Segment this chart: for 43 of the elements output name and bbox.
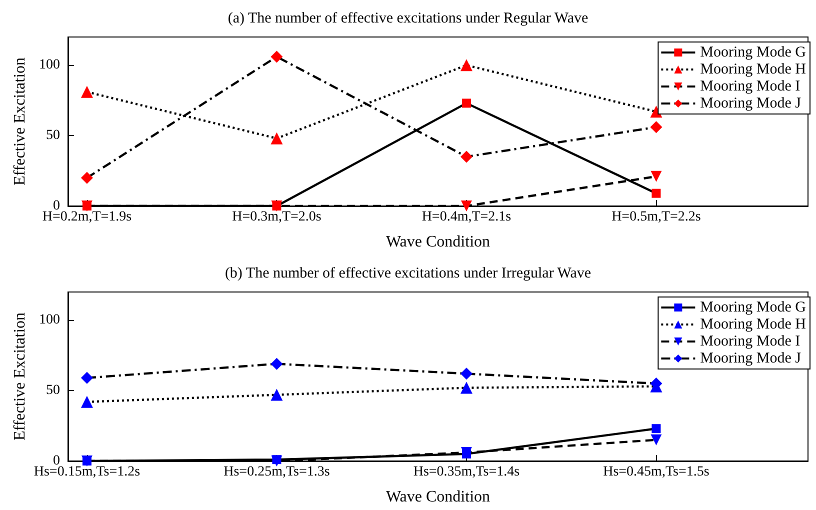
y-tick-label: 100: [39, 58, 60, 73]
point: [80, 372, 93, 384]
y-tick-label: 50: [46, 128, 60, 144]
x-tick-label: Hs=0.35m,Ts=1.4s: [413, 464, 520, 480]
x-tick-label: Hs=0.25m,Ts=1.3s: [224, 464, 330, 480]
point: [650, 170, 662, 182]
point: [460, 150, 472, 163]
x-axis-title: Wave Condition: [386, 234, 490, 250]
legend-label: Mooring Mode I: [700, 334, 800, 350]
chart-title: (a) The number of effective excitations under Regular Wave: [228, 10, 588, 26]
point: [460, 368, 472, 380]
x-axis-title: Wave Condition: [386, 488, 490, 506]
point: [652, 424, 661, 434]
legend-label: Mooring Mode H: [700, 62, 806, 78]
legend-label: Mooring Mode H: [700, 316, 806, 332]
chart-title: (b) The number of effective excitations under Irregular Wave: [224, 266, 592, 282]
point: [460, 59, 472, 72]
legend-label: Mooring Mode G: [700, 44, 806, 60]
point: [462, 98, 471, 108]
point: [652, 188, 661, 198]
point: [460, 382, 472, 394]
x-tick-label: H=0.3m,T=2.0s: [232, 210, 322, 224]
point: [270, 132, 283, 144]
point: [650, 434, 662, 446]
point: [270, 358, 283, 370]
y-axis-title: Effective Excitation: [12, 312, 29, 441]
y-axis-title: Effective Excitation: [12, 57, 29, 186]
y-tick-label: 50: [46, 383, 60, 398]
legend-label: Mooring Mode J: [700, 350, 802, 366]
point: [80, 172, 93, 184]
x-tick-label: Hs=0.45m,Ts=1.5s: [603, 464, 710, 480]
point: [270, 388, 283, 401]
legend-label: Mooring Mode I: [700, 78, 800, 94]
x-tick-label: H=0.4m,T=2.1s: [422, 210, 512, 224]
point: [650, 121, 662, 134]
y-tick-label: 100: [39, 312, 60, 328]
point: [460, 200, 472, 212]
legend-label: Mooring Mode G: [700, 300, 806, 316]
legend-label: Mooring Mode J: [700, 96, 802, 112]
point: [80, 86, 93, 98]
point: [270, 50, 283, 63]
point: [80, 396, 93, 408]
x-tick-label: H=0.5m,T=2.2s: [612, 210, 701, 224]
